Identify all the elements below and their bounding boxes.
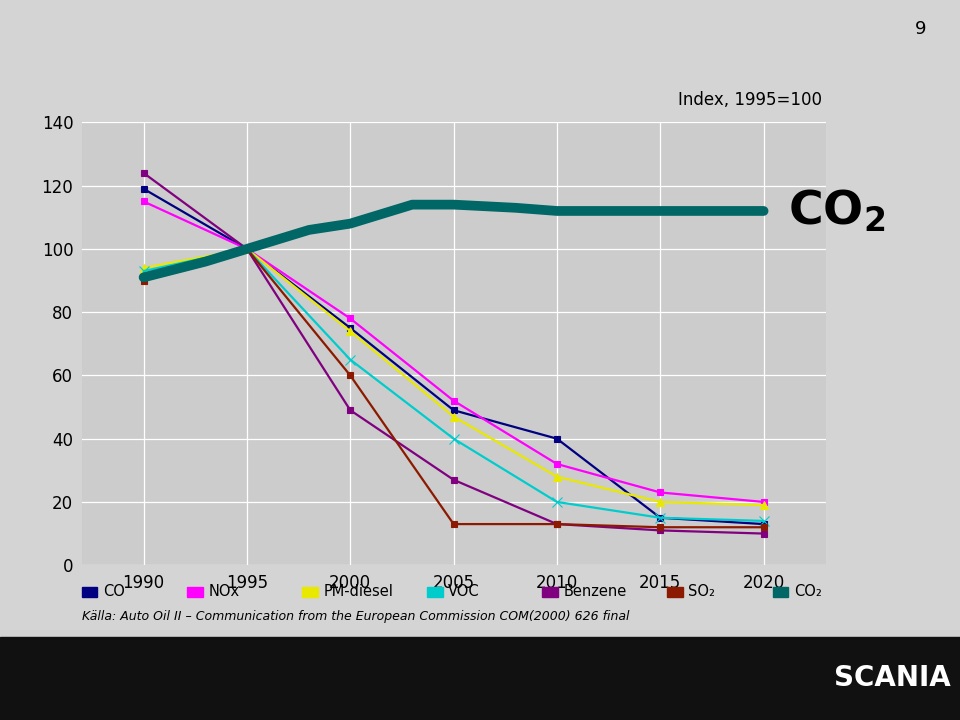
Text: VOC: VOC	[448, 585, 480, 599]
Text: PM-diesel: PM-diesel	[324, 585, 394, 599]
Text: CO₂: CO₂	[794, 585, 822, 599]
Text: Benzene: Benzene	[564, 585, 627, 599]
Text: Index, 1995=100: Index, 1995=100	[678, 91, 822, 109]
Text: $\mathbf{CO_2}$: $\mathbf{CO_2}$	[788, 188, 886, 234]
Text: CO: CO	[103, 585, 125, 599]
Text: NOx: NOx	[208, 585, 239, 599]
Text: Källa: Auto Oil II – Communication from the European Commission COM(2000) 626 fi: Källa: Auto Oil II – Communication from …	[82, 610, 629, 623]
Text: SO₂: SO₂	[688, 585, 715, 599]
Text: 9: 9	[915, 20, 926, 38]
Text: SCANIA: SCANIA	[834, 665, 951, 692]
